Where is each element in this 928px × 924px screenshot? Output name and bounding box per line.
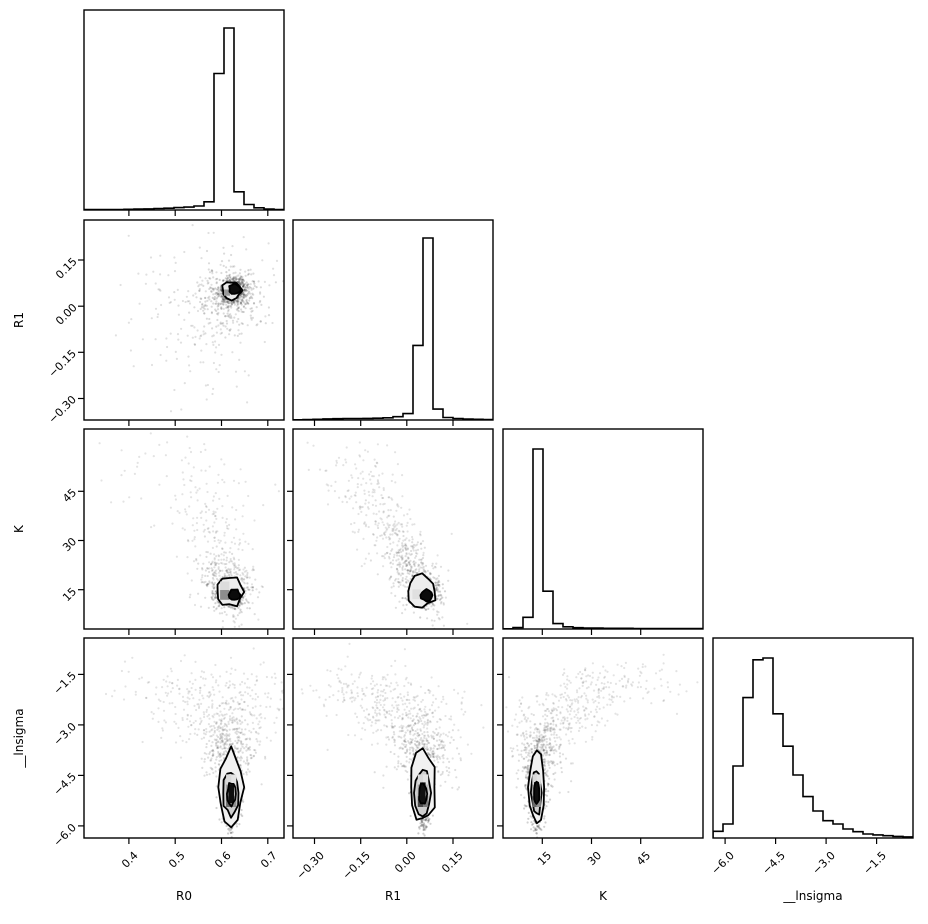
density-cell [226,774,232,785]
histogram-line-R1 [293,237,493,420]
panel-border [83,9,285,211]
x-axis-label-k: K [599,889,607,903]
panel-K-vs-R1 [293,429,493,629]
scatter-points [98,432,280,535]
contour-level [228,282,242,295]
panel-hist-K [503,429,703,629]
panel-border [292,637,494,839]
panel-border [502,428,704,630]
panel-border [83,219,285,421]
panel-hist-R1 [293,220,493,420]
scatter-points [306,441,416,560]
density-cell [224,289,230,296]
scatter-points [507,653,699,716]
x-axis-label-r0: R0 [176,889,192,903]
density-cell [220,590,230,600]
panel-lnsigma-vs-K [503,638,703,838]
scatter-points [503,662,656,770]
panel-border [292,219,494,421]
panel-hist-lnsigma [713,638,913,838]
density-cell [534,782,539,803]
density-cell [536,774,541,785]
y-axis-label-k: K [12,525,26,533]
contour-level [226,782,237,808]
panel-K-vs-R0 [84,429,284,629]
panel-border [83,428,285,630]
panel-lnsigma-vs-R0 [84,638,284,838]
scatter-points [104,638,284,723]
contour-level [533,780,541,805]
density-cell [423,774,429,785]
density-cell [420,782,426,804]
density-cell [220,581,230,590]
density-cell [228,784,234,804]
panel-border [83,637,285,839]
density-cell [412,589,421,600]
panel-border [292,428,494,630]
contour-level [419,588,434,603]
density-cell [532,774,537,785]
panel-lnsigma-vs-R1 [293,638,493,838]
density-cell [417,774,423,785]
histogram-line-__lnsigma [713,657,913,838]
contour-level [418,782,429,805]
y-axis-label-r1: R1 [12,312,26,328]
scatter-points [325,441,469,625]
x-axis-label-r1: R1 [385,889,401,903]
y-axis-label-lnsigma: __lnsigma [12,708,26,768]
density-cell [231,774,237,785]
panel-border [502,637,704,839]
scatter-points [301,673,485,769]
scatter-points [134,663,284,761]
panel-hist-R0 [84,10,284,210]
x-axis-label-lnsigma: __lnsigma [783,889,843,903]
panel-R1-vs-R0 [84,220,284,420]
panel-border [712,637,914,839]
scatter-points [300,642,483,718]
contour-level [227,588,242,601]
